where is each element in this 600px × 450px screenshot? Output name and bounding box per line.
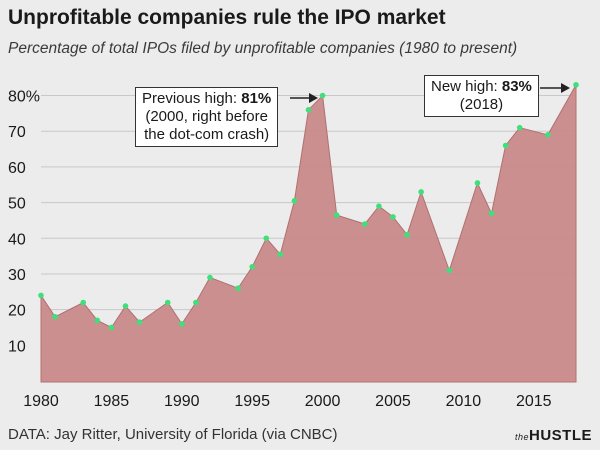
- x-tick-label: 1985: [94, 393, 130, 410]
- x-tick-label: 2015: [516, 393, 552, 410]
- data-point: [488, 210, 495, 217]
- data-point: [545, 132, 551, 138]
- data-point: [38, 292, 44, 299]
- brand-prefix: the: [514, 432, 529, 442]
- annotation-previous-high: Previous high: 81% (2000, right before t…: [135, 87, 279, 147]
- data-point: [80, 299, 87, 306]
- data-point: [122, 303, 129, 309]
- x-axis-labels: 1980 1985 1990 1995 2000 2005 2010 2015: [23, 393, 551, 410]
- y-tick-label: 30: [8, 267, 26, 284]
- data-source: DATA: Jay Ritter, University of Florida …: [8, 426, 338, 443]
- data-point: [516, 124, 523, 131]
- area-series: [40, 82, 577, 383]
- data-point: [573, 82, 579, 88]
- y-tick-label: 80%: [8, 89, 40, 106]
- data-point: [319, 92, 326, 99]
- data-point: [277, 251, 284, 258]
- data-point: [193, 299, 199, 306]
- data-point: [263, 235, 270, 242]
- data-point: [52, 313, 58, 320]
- y-tick-label: 60: [8, 160, 26, 177]
- new-high-line2: (2018): [459, 96, 504, 113]
- previous-high-value: 81%: [241, 90, 272, 107]
- previous-high-line2: (2000, right before: [145, 108, 268, 125]
- x-tick-label: 1995: [234, 393, 270, 410]
- data-point: [136, 319, 143, 325]
- data-point: [333, 212, 340, 218]
- data-point: [502, 142, 509, 149]
- y-axis-labels: 80% 70 60 50 40 30 20 10: [8, 89, 40, 356]
- data-point: [164, 299, 171, 306]
- x-tick-label: 2000: [305, 393, 341, 410]
- x-tick-label: 2005: [375, 393, 411, 410]
- new-high-prefix: New high:: [431, 78, 502, 95]
- data-point: [362, 221, 368, 227]
- x-tick-label: 1990: [164, 393, 200, 410]
- arrowhead-new-high: [561, 83, 570, 93]
- previous-high-line3: the dot-com crash): [144, 126, 270, 143]
- data-point: [108, 324, 115, 331]
- data-point: [446, 267, 453, 274]
- new-high-value: 83%: [501, 78, 532, 95]
- x-tick-label: 1980: [23, 393, 59, 410]
- data-point: [94, 317, 101, 324]
- x-tick-label: 2010: [446, 393, 482, 410]
- annotation-arrows: [290, 83, 570, 103]
- chart-title: Unprofitable companies rule the IPO mark…: [8, 6, 446, 29]
- data-point: [235, 285, 241, 292]
- data-point: [305, 107, 312, 113]
- annotation-new-high: New high: 83% (2018): [424, 75, 539, 117]
- brand-logo: theHUSTLE: [515, 427, 592, 444]
- data-point: [207, 274, 213, 281]
- data-point: [178, 321, 185, 327]
- y-tick-label: 70: [8, 124, 26, 141]
- brand-name: HUSTLE: [529, 427, 592, 444]
- data-point: [418, 189, 424, 195]
- data-point: [474, 180, 481, 186]
- y-tick-label: 10: [8, 338, 26, 355]
- arrowhead-previous-high: [309, 93, 318, 103]
- data-point: [390, 214, 396, 220]
- y-tick-label: 40: [8, 231, 26, 248]
- data-point: [291, 198, 298, 204]
- y-tick-label: 50: [8, 196, 26, 213]
- y-tick-label: 20: [8, 303, 26, 320]
- data-point: [376, 203, 382, 209]
- data-points: [38, 82, 579, 331]
- data-point: [404, 231, 410, 238]
- chart-subtitle: Percentage of total IPOs filed by unprof…: [8, 40, 518, 57]
- previous-high-prefix: Previous high:: [142, 90, 242, 107]
- data-point: [249, 264, 255, 270]
